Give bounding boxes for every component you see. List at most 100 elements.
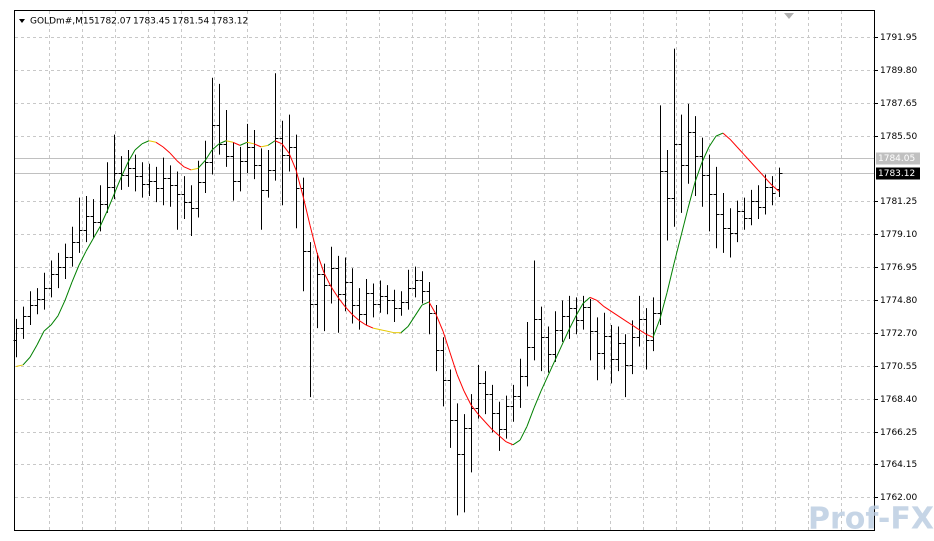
indicator-segment <box>99 211 108 227</box>
indicator-segment <box>407 315 416 327</box>
indicator-segment <box>36 330 45 346</box>
ask-label: 1784.05 <box>878 154 915 164</box>
indicator-segment <box>694 162 703 183</box>
indicator-segment <box>309 225 318 253</box>
indicator-segment <box>379 329 388 332</box>
indicator-segment <box>267 140 276 146</box>
indicator-segment <box>750 161 759 171</box>
indicator-segment <box>652 318 661 338</box>
header-arrow <box>19 19 25 23</box>
indicator-segment <box>533 390 542 409</box>
indicator-segment <box>435 314 444 332</box>
indicator-segment <box>414 304 423 317</box>
header-open: 1782.07 <box>94 17 131 27</box>
indicator-segment <box>596 300 605 307</box>
y-tick-label: 1766.25 <box>880 428 917 438</box>
y-tick-label: 1770.55 <box>880 362 917 372</box>
indicator-segment <box>29 344 38 358</box>
indicator-segment <box>197 160 206 169</box>
indicator-segment <box>680 208 689 237</box>
indicator-segment <box>428 301 437 315</box>
indicator-segment <box>519 426 528 441</box>
indicator-segment <box>771 184 780 192</box>
indicator-segment <box>708 135 717 148</box>
indicator-segment <box>701 146 710 163</box>
y-tick-label: 1762.00 <box>880 493 917 503</box>
indicator-segment <box>127 149 136 163</box>
indicator-segment <box>316 252 325 273</box>
indicator-segment <box>155 141 164 148</box>
y-tick-label: 1787.65 <box>880 99 917 109</box>
indicator-segment <box>673 235 682 264</box>
indicator-segment <box>281 143 290 154</box>
indicator-segment <box>218 140 227 145</box>
indicator-segment <box>442 330 451 353</box>
ask-label-box <box>876 152 920 165</box>
indicator-segment <box>456 373 465 392</box>
indicator-segment <box>722 132 731 140</box>
indicator-segment <box>239 141 248 146</box>
indicator-segment <box>757 169 766 178</box>
symbol-title: GOLDm#,M15 <box>30 17 94 27</box>
y-tick-label: 1785.50 <box>880 132 917 142</box>
indicator-segment <box>302 195 311 226</box>
indicator-segment <box>764 177 773 186</box>
header-low: 1781.54 <box>172 17 209 27</box>
y-tick-label: 1776.95 <box>880 263 917 273</box>
indicator-segment <box>183 166 192 171</box>
indicator-segment <box>22 356 31 366</box>
indicator-segment <box>43 324 52 332</box>
header-high: 1783.45 <box>133 17 170 27</box>
indicator-segment <box>568 315 577 330</box>
indicator-segment <box>386 330 395 334</box>
indicator-segment <box>603 306 612 312</box>
indicator-segment <box>190 167 199 171</box>
indicator-segment <box>120 162 129 178</box>
bid-label-box <box>876 167 920 180</box>
y-tick-label: 1789.80 <box>880 66 917 76</box>
indicator-segment <box>715 132 724 137</box>
indicator-segment <box>57 300 66 317</box>
indicator-segment <box>134 143 143 151</box>
indicator-segment <box>260 144 269 148</box>
indicator-segment <box>421 301 430 306</box>
y-tick-label: 1764.15 <box>880 460 917 470</box>
indicator-segment <box>344 306 353 315</box>
indicator-segment <box>92 226 101 240</box>
indicator-segment <box>463 390 472 406</box>
indicator-segment <box>743 154 752 163</box>
indicator-segment <box>582 296 591 304</box>
indicator-segment <box>253 143 262 148</box>
indicator-segment <box>323 272 332 287</box>
marks-layer <box>13 48 783 516</box>
indicator-segment <box>512 439 521 446</box>
y-tick-label: 1781.25 <box>880 197 917 207</box>
indicator-segment <box>575 303 584 317</box>
indicator-segment <box>204 149 213 161</box>
indicator-segment <box>232 141 241 146</box>
indicator-segment <box>211 143 220 151</box>
indicator-segment <box>645 333 654 338</box>
indicator-segment <box>400 326 409 334</box>
y-tick-label: 1779.10 <box>880 230 917 240</box>
grid-layer <box>15 11 874 530</box>
indicator-segment <box>638 329 647 335</box>
indicator-segment <box>484 421 493 430</box>
indicator-segment <box>351 313 360 321</box>
indicator-segment <box>64 281 73 301</box>
indicator-segment <box>449 352 458 375</box>
indicator-segment <box>176 160 185 168</box>
indicator-segment <box>470 404 479 415</box>
indicator-segment <box>617 315 626 321</box>
indicator-segment <box>141 140 150 145</box>
indicator-segment <box>162 146 171 154</box>
indicator-segment <box>624 319 633 326</box>
y-tick-label: 1774.80 <box>880 296 917 306</box>
indicator-segment <box>113 177 122 195</box>
indicator-segment <box>148 140 157 143</box>
indicator-segment <box>561 329 570 346</box>
plot-frame <box>14 10 875 531</box>
indicator-segment <box>50 315 59 326</box>
y-tick-label: 1768.40 <box>880 395 917 405</box>
